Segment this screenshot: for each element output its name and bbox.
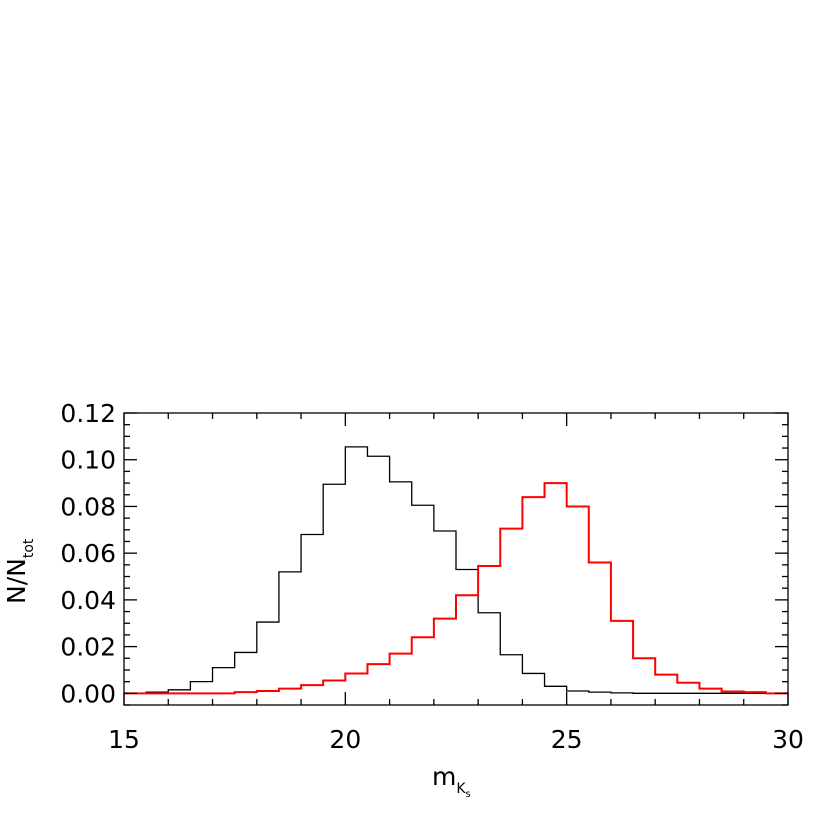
histogram-series-2 xyxy=(124,482,788,695)
y-tick-label: 0.00 xyxy=(60,679,116,708)
x-tick-label: 30 xyxy=(772,725,804,754)
axes-frame xyxy=(123,412,789,706)
x-tick-label: 25 xyxy=(551,725,583,754)
y-axis-label: N/Ntot xyxy=(2,538,37,604)
series-layer xyxy=(124,446,788,695)
y-tick-label: 0.08 xyxy=(60,492,116,521)
x-tick-label: 20 xyxy=(329,725,361,754)
x-tick-label: 15 xyxy=(108,725,140,754)
histogram-series-1 xyxy=(124,446,788,694)
axes-layer xyxy=(123,412,789,706)
y-tick-label: 0.12 xyxy=(60,399,116,428)
y-tick-label: 0.06 xyxy=(60,539,116,568)
label-layer: 15 20 25 30 0.00 0.02 0.04 0.06 0.08 0.10 0.12 mKs N… xyxy=(2,399,804,800)
y-tick-label: 0.02 xyxy=(60,633,116,662)
y-tick-label: 0.10 xyxy=(60,446,116,475)
y-tick-label: 0.04 xyxy=(60,586,116,615)
x-axis-label: mKs xyxy=(432,762,471,800)
tick-layer xyxy=(123,412,789,706)
